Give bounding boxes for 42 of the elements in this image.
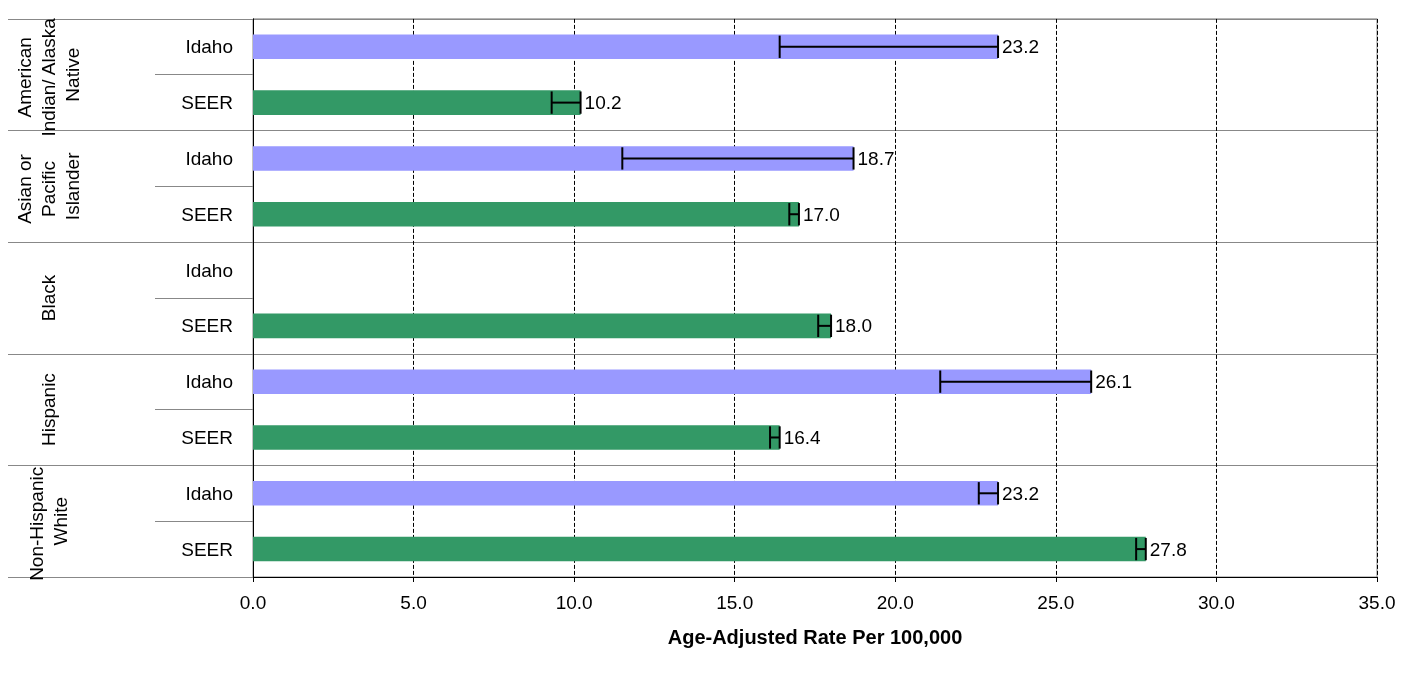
data-label: 16.4	[783, 426, 822, 448]
text: Idaho	[185, 482, 233, 504]
x-tick-label: 30.0	[1197, 592, 1235, 613]
x-tick-label: 25.0	[1037, 592, 1075, 613]
text: SEER	[181, 426, 233, 448]
data-label: 18.7	[857, 147, 895, 169]
y-tick-label: Hispanic	[37, 373, 59, 447]
bar	[253, 90, 581, 115]
x-tick-label: 35.0	[1358, 592, 1396, 613]
bar	[253, 34, 999, 60]
text: SEER	[181, 315, 233, 337]
text: SEER	[181, 203, 233, 225]
y-tick-label: Asian or Pacific Islander	[13, 148, 83, 224]
bar	[253, 201, 799, 227]
x-axis-title: Age-Adjusted Rate Per 100,000	[667, 626, 963, 648]
x-tick-label: 20.0	[876, 592, 914, 613]
x-tick-label: 15.0	[716, 592, 754, 613]
x-tick-label: 5.0	[400, 592, 427, 613]
data-label: 23.2	[1002, 36, 1040, 58]
data-label: 23.2	[1002, 482, 1040, 504]
bar	[253, 146, 854, 171]
x-tick-label: 0.0	[239, 592, 267, 613]
data-label: 10.2	[584, 92, 622, 114]
text: Idaho	[185, 371, 233, 393]
y-tick-label: Non-Hispanic White	[25, 461, 71, 581]
bar	[253, 425, 780, 450]
data-label: 18.0	[835, 315, 873, 337]
bar	[253, 369, 1092, 394]
bar	[253, 481, 999, 506]
series-label: Idaho	[185, 36, 233, 58]
text: Idaho	[185, 147, 233, 169]
text: SEER	[181, 538, 233, 560]
y-tick-label: Black	[37, 274, 59, 322]
series-label: SEER	[181, 92, 233, 114]
text: Idaho	[185, 259, 233, 281]
data-label: 26.1	[1095, 371, 1133, 393]
bar	[253, 313, 832, 339]
bar	[253, 536, 1146, 562]
data-label: 27.8	[1149, 538, 1187, 560]
data-label: 17.0	[802, 203, 840, 225]
x-tick-label: 10.0	[555, 592, 593, 613]
y-tick-label: American Indian/ Alaska Native	[13, 12, 83, 137]
